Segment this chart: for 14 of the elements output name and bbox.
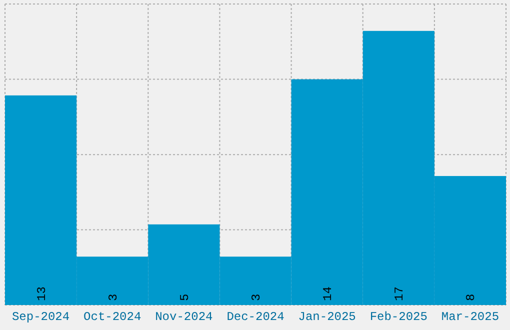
data-label: 17 [392, 286, 407, 301]
data-label: 5 [178, 294, 192, 301]
x-tick-label: Feb-2025 [370, 310, 428, 324]
data-label: 14 [321, 286, 336, 301]
x-tick-label: Mar-2025 [441, 310, 500, 324]
x-tick-label: Nov-2024 [155, 310, 213, 324]
data-label: 3 [106, 294, 120, 301]
x-tick-label: Oct-2024 [84, 310, 142, 324]
x-tick-label: Sep-2024 [12, 310, 70, 324]
data-label: 13 [34, 286, 49, 301]
x-tick-label: Dec-2024 [226, 310, 284, 324]
data-label: 3 [250, 294, 264, 301]
data-label: 8 [464, 294, 478, 301]
x-tick-label: Jan-2025 [298, 310, 356, 324]
